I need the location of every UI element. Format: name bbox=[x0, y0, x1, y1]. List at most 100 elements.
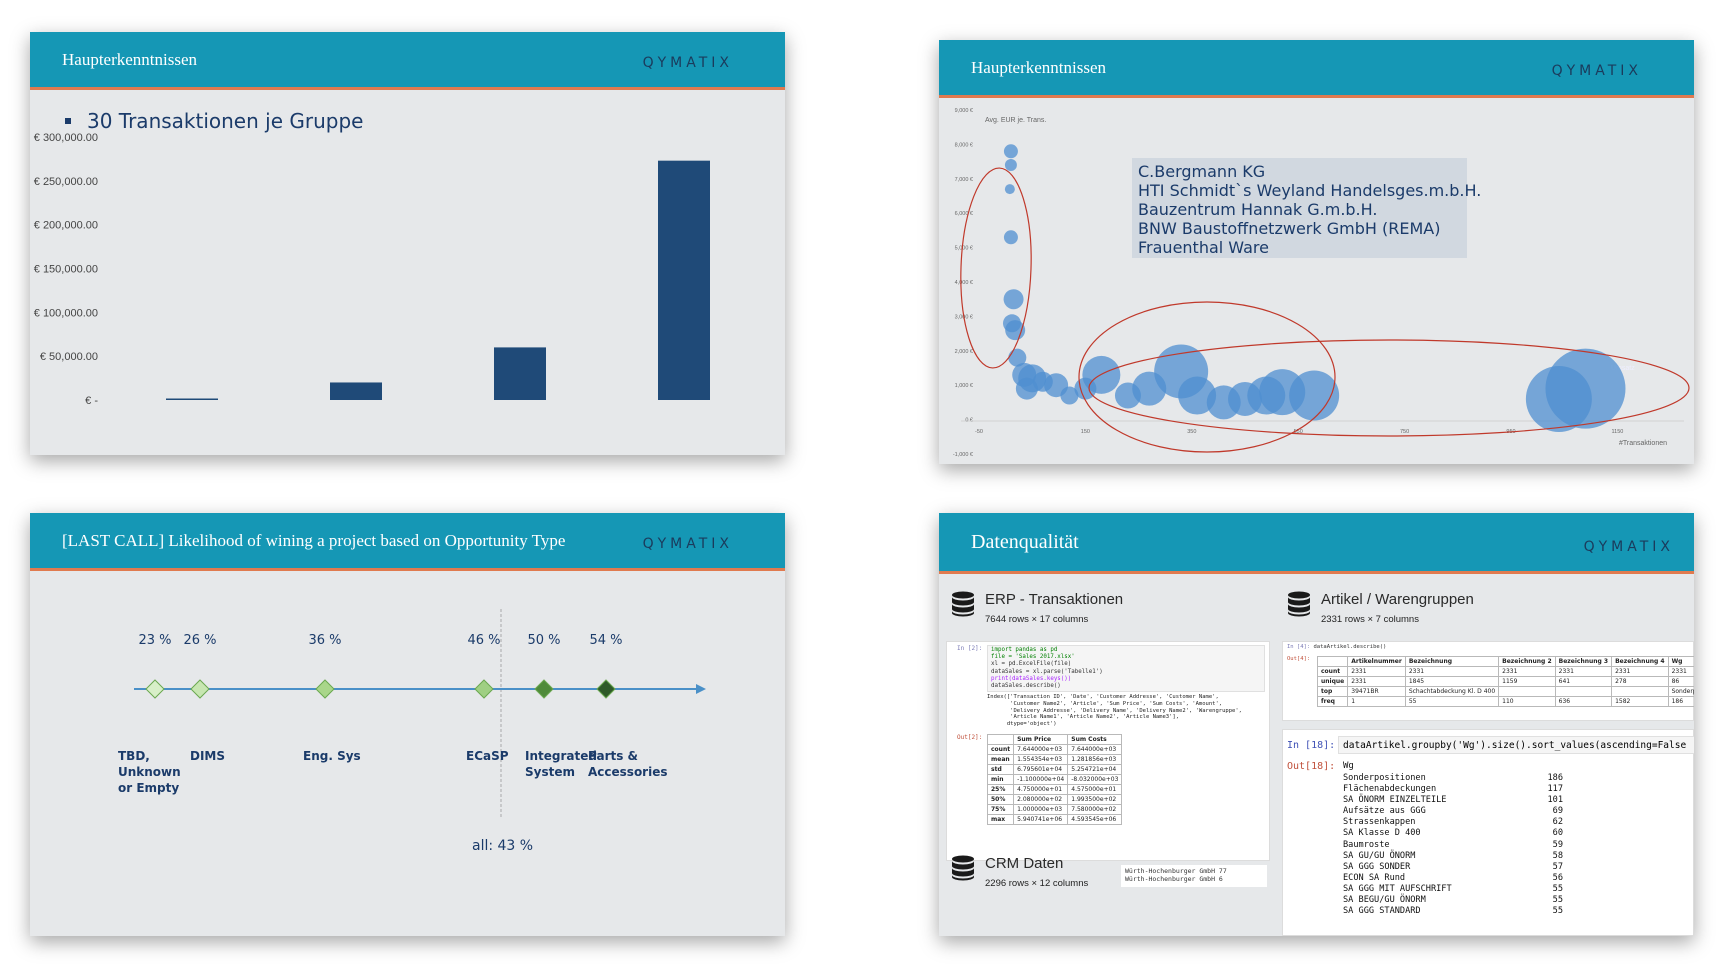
groupby-count: 56 bbox=[1552, 872, 1563, 883]
code-line: xl = pd.ExcelFile(file) bbox=[991, 661, 1072, 668]
likelihood-label: System bbox=[525, 765, 575, 779]
groupby-group: SA GGG STANDARD bbox=[1343, 906, 1421, 917]
table-row: 75% 1.000000e+03 7.580000e+02 bbox=[986, 804, 1123, 815]
groupby-group: SA GGG SONDER bbox=[1343, 861, 1411, 872]
groupby-row: SA BEGU/GU ÖNORM 55 bbox=[1343, 895, 1563, 906]
groupby-group: SA GGG MIT AUFSCHRIFT bbox=[1343, 883, 1452, 894]
company-name: BNW Baustoffnetzwerk GmbH (REMA) bbox=[1138, 219, 1441, 238]
table-cell bbox=[1498, 686, 1556, 697]
scatter-x-tick-label: 350 bbox=[1187, 429, 1196, 435]
code-line: import pandas as pd bbox=[991, 647, 1058, 653]
artikel-source: Artikel / Warengruppen 2331 rows × 7 col… bbox=[1287, 591, 1474, 625]
slide-header: Haupterkenntnissen QYMATIX bbox=[939, 40, 1694, 98]
table-cell: freq bbox=[1316, 696, 1349, 707]
groupby-group: ECON SA Rund bbox=[1343, 872, 1406, 883]
erp-index-output: Index(['Transaction ID', 'Date', 'Custom… bbox=[987, 694, 1242, 728]
likelihood-label: Accessories bbox=[588, 765, 668, 779]
likelihood-marker-5 bbox=[534, 679, 554, 699]
bar-y-tick-label: € 250,000.00 bbox=[34, 176, 98, 188]
groupby-head: Wg bbox=[1343, 761, 1354, 771]
slide-scatter-chart[interactable]: Haupterkenntnissen QYMATIX Avg. EUR je. … bbox=[939, 40, 1694, 464]
table-row: min -1.100000e+04 -8.032000e+03 bbox=[986, 774, 1123, 785]
likelihood-pct: 23 % bbox=[138, 633, 171, 648]
table-cell: 25% bbox=[986, 784, 1015, 795]
likelihood-label: Unknown bbox=[118, 765, 181, 779]
table-cell: 2331 bbox=[1611, 666, 1669, 677]
artikel-in-prompt: In [4]: dataArtikel.describe() bbox=[1287, 644, 1387, 650]
slide-title: Haupterkenntnissen bbox=[62, 50, 198, 69]
table-header-cell: Wg bbox=[1667, 656, 1694, 667]
groupby-count: 58 bbox=[1552, 850, 1563, 861]
table-cell: Sonderpositionen bbox=[1667, 686, 1694, 697]
crm-row: Würth-Hochenburger GmbH 77 bbox=[1125, 867, 1227, 875]
company-list-box: C.Bergmann KG HTI Schmidt`s Weyland Hande… bbox=[1132, 158, 1482, 258]
highlight-ellipse-middle bbox=[1078, 301, 1336, 453]
slide-title: Datenqualität bbox=[971, 531, 1079, 553]
company-name: Frauenthal Ware bbox=[1138, 238, 1269, 257]
groupby-row: Aufsätze aus GGG 69 bbox=[1343, 806, 1563, 817]
likelihood-marker-3 bbox=[315, 679, 335, 699]
table-header-cell bbox=[986, 734, 1015, 745]
artikel-name: Artikel / Warengruppen bbox=[1321, 591, 1474, 608]
likelihood-points: 23 % TBD, Unknown or Empty 26 % DIMS 36 % Eng. … bbox=[118, 633, 668, 795]
database-icon bbox=[952, 591, 974, 617]
table-row: count 7.644000e+03 7.644000e+03 bbox=[986, 744, 1123, 755]
erp-shape: 7644 rows × 17 columns bbox=[985, 614, 1089, 625]
bullet-text: 30 Transaktionen je Gruppe bbox=[87, 109, 364, 133]
table-cell: 1.554354e+03 bbox=[1013, 754, 1069, 765]
crm-name: CRM Daten bbox=[985, 855, 1064, 872]
slide-data-quality[interactable]: Datenqualität QYMATIX ERP - Transaktione… bbox=[939, 513, 1694, 936]
table-cell: count bbox=[986, 744, 1015, 755]
likelihood-pct: 36 % bbox=[308, 633, 341, 648]
groupby-row: SA Klasse D 400 60 bbox=[1343, 828, 1563, 839]
table-row: count23312331233123312331233123 bbox=[1316, 666, 1694, 677]
groupby-notebook-cell: In [18]: dataArtikel.groupby('Wg').size(… bbox=[1282, 729, 1694, 936]
table-row: 50% 2.080000e+02 1.993500e+02 bbox=[986, 794, 1123, 805]
bar-1 bbox=[166, 398, 218, 400]
likelihood-marker-4 bbox=[474, 679, 494, 699]
groupby-group: Strassenkappen bbox=[1343, 817, 1416, 828]
scatter-y-tick-label: 7,000 € bbox=[955, 177, 973, 183]
groupby-group: SA GU/GU ÖNORM bbox=[1343, 850, 1416, 861]
bar-y-ticks: € 300,000.00 € 250,000.00 € 200,000.00 € 15… bbox=[34, 132, 99, 407]
artikel-out-prompt: Out[4]: bbox=[1287, 656, 1311, 662]
table-row: 25% 4.750000e+01 4.575000e+01 bbox=[986, 784, 1123, 795]
scatter-y-tick-label: 0 € bbox=[965, 418, 973, 424]
scatter-y-tick-label: 1,000 € bbox=[955, 383, 973, 389]
slide-likelihood[interactable]: [LAST CALL] Likelihood of wining a proje… bbox=[30, 513, 785, 936]
table-cell: 1582 bbox=[1611, 696, 1669, 707]
likelihood-pct: 26 % bbox=[183, 633, 216, 648]
scatter-point-11 bbox=[1015, 377, 1038, 400]
table-cell: 1.993500e+02 bbox=[1067, 794, 1123, 805]
groupby-row: SA GGG STANDARD 55 bbox=[1343, 906, 1563, 917]
table-cell: 2331 bbox=[1404, 666, 1500, 677]
artikel-describe-table: Artikelnummer Bezeichnung Bezeichnung 2 Bez… bbox=[1316, 656, 1694, 707]
table-cell: 2331 bbox=[1347, 676, 1406, 687]
code-line: print(dataSales.keys()) bbox=[991, 675, 1072, 682]
table-header-cell: Sum Costs bbox=[1067, 734, 1123, 745]
bullet-line: 30 Transaktionen je Gruppe bbox=[65, 109, 363, 133]
groupby-row: Sonderpositionen 186 bbox=[1343, 773, 1563, 784]
scatter-y-tick-label: 9,000 € bbox=[955, 108, 973, 114]
slide-bar-chart[interactable]: Haupterkenntnissen QYMATIX 30 Transaktio… bbox=[30, 32, 785, 455]
table-cell: 50% bbox=[986, 794, 1015, 805]
artikel-shape: 2331 rows × 7 columns bbox=[1321, 614, 1419, 625]
scatter-point-4 bbox=[1003, 230, 1018, 245]
highlight-ellipse-left bbox=[960, 167, 1032, 369]
slide-header: Datenqualität QYMATIX bbox=[939, 513, 1694, 574]
company-name: Bauzentrum Hannak G.m.b.H. bbox=[1138, 200, 1378, 219]
bar-chart: € 300,000.00 € 250,000.00 € 200,000.00 € 15… bbox=[34, 132, 710, 407]
table-row: top 39471BR Schachtabdeckung Kl. D 400 Sond… bbox=[1316, 686, 1694, 697]
table-header-cell: Sum Price bbox=[1013, 734, 1069, 745]
company-name: HTI Schmidt`s Weyland Handelsges.m.b.H. bbox=[1138, 181, 1482, 200]
table-header-cell: Bezeichnung 4 bbox=[1611, 656, 1669, 667]
table-row: std 6.795601e+04 5.254721e+04 bbox=[986, 764, 1123, 775]
code-line: file = 'Sales 2017.xlsx' bbox=[991, 654, 1075, 661]
table-cell: 1.281856e+03 bbox=[1067, 754, 1123, 765]
table-cell: 4.593545e+06 bbox=[1067, 814, 1123, 825]
scatter-point-25 bbox=[1289, 370, 1340, 421]
table-cell: std bbox=[986, 764, 1015, 775]
table-cell: 2.080000e+02 bbox=[1013, 794, 1069, 805]
table-cell: 39471BR bbox=[1347, 686, 1406, 697]
table-cell: 1845 bbox=[1404, 676, 1500, 687]
